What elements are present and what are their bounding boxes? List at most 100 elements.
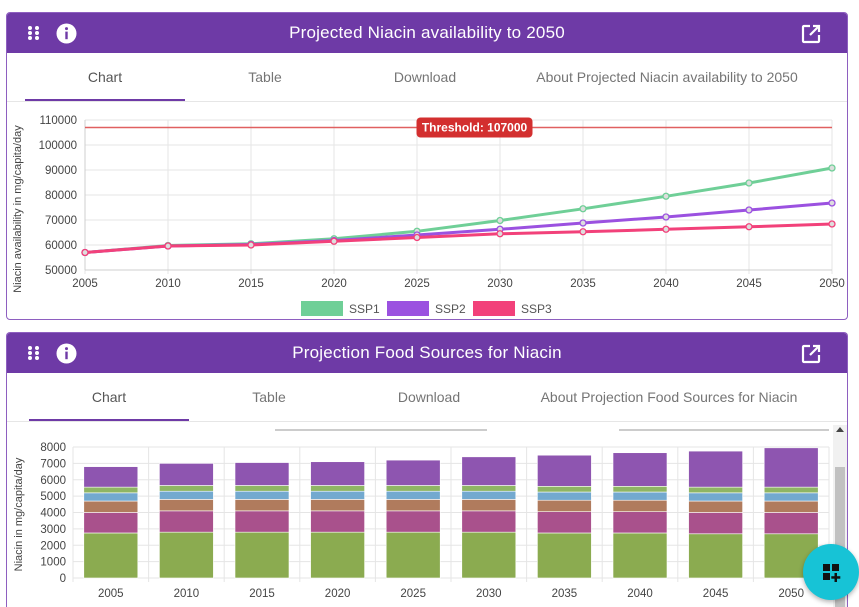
tab-download[interactable]: Download (397, 389, 461, 405)
data-point-ssp3 (745, 223, 753, 231)
bar-segment (234, 510, 290, 533)
bar-segment (385, 459, 441, 486)
add-widget-button[interactable] (803, 544, 859, 600)
tab-table[interactable]: Table (248, 69, 282, 85)
threshold-label-box (416, 117, 533, 138)
tab-about[interactable]: About Projected Niacin availability to 2… (536, 69, 798, 85)
bar-segment (83, 492, 139, 502)
bar-segment (159, 510, 214, 533)
bar-segment (159, 485, 214, 492)
data-point-ssp2 (579, 219, 587, 227)
bar-segment (612, 491, 668, 501)
bar-segment (612, 486, 668, 493)
drag-handle-icon[interactable] (27, 25, 41, 41)
x-tick-label: 2050 (819, 278, 845, 290)
data-point-ssp1 (662, 192, 670, 200)
bar-segment (83, 532, 139, 579)
data-point-ssp1 (579, 205, 587, 213)
x-tick-label: 2015 (249, 588, 275, 600)
panel-title: Projected Niacin availability to 2050 (289, 23, 565, 42)
legend-swatch-ssp2 (387, 301, 429, 316)
niacin-availability-panel: Projected Niacin availability to 2050 Ch… (6, 12, 848, 320)
info-icon[interactable] (56, 343, 77, 364)
tab-about[interactable]: About Projection Food Sources for Niacin (540, 389, 798, 405)
x-tick-label: 2005 (72, 278, 98, 290)
bar-segment (310, 531, 365, 579)
bar-segment (234, 485, 290, 492)
x-tick-label: 2015 (238, 278, 264, 290)
bar-segment (537, 454, 592, 487)
scroll-up-arrow[interactable] (836, 427, 844, 432)
bar-segment (159, 499, 214, 512)
bar-segment (763, 500, 819, 513)
niacin-stacked-bar-chart: 0 1000 2000 3000 4000 5000 6000 7000 8000 Niacin … (13, 429, 830, 600)
bar-segment (310, 490, 365, 500)
bar-segment (310, 510, 365, 533)
y-axis-title: Niacin in mg/capita/day (13, 457, 25, 571)
x-tick-label: 2025 (404, 278, 430, 290)
bar-segment (83, 486, 139, 494)
drag-handle-icon[interactable] (27, 345, 41, 361)
bar-segment (385, 510, 441, 533)
x-tick-label: 2040 (627, 588, 653, 600)
bar-segment (310, 499, 365, 512)
bar-segment (385, 531, 441, 579)
bar-segment (83, 512, 139, 534)
series-line-ssp1 (84, 166, 833, 254)
x-tick-label: 2005 (98, 588, 124, 600)
x-tick-label: 2025 (400, 588, 426, 600)
bar-segment (763, 486, 819, 494)
series-line-ssp3 (84, 222, 833, 254)
data-point-ssp3 (247, 241, 255, 249)
bar-segment (688, 500, 743, 513)
scrollbar-thumb[interactable] (835, 467, 845, 607)
y-tick-label: 2000 (40, 540, 66, 552)
y-tick-label: 110000 (39, 115, 77, 127)
data-point-ssp3 (413, 233, 421, 242)
y-tick-label: 8000 (40, 442, 66, 454)
bar-segment (461, 490, 517, 500)
panel-title: Projection Food Sources for Niacin (292, 343, 562, 362)
tab-download[interactable]: Download (393, 69, 457, 85)
active-tab-indicator (25, 99, 185, 101)
tab-chart[interactable]: Chart (87, 69, 123, 85)
x-tick-label: 2010 (155, 278, 181, 290)
bar-segment (537, 499, 592, 512)
open-in-new-icon[interactable] (800, 343, 822, 365)
bar-segment (234, 531, 290, 579)
legend-swatch-ssp1 (301, 301, 343, 316)
x-tick-label: 2030 (476, 588, 502, 600)
y-tick-label: 70000 (45, 215, 77, 227)
bar-segment (83, 466, 139, 488)
bar-segment (537, 532, 592, 579)
niacin-food-sources-panel: Projection Food Sources for Niacin Chart… (6, 332, 848, 607)
bar-segment (763, 492, 819, 502)
x-tick-label: 2030 (487, 278, 513, 290)
bar-segment (159, 531, 214, 579)
tab-table[interactable]: Table (252, 389, 286, 405)
bar-segment (159, 463, 214, 486)
bar-segment (763, 447, 819, 488)
x-tick-label: 2020 (325, 588, 351, 600)
data-point-ssp3 (330, 237, 338, 245)
y-tick-label: 5000 (40, 491, 66, 503)
bar-segment (763, 512, 819, 535)
y-tick-label: 60000 (45, 240, 77, 252)
bar-segment (537, 511, 592, 534)
tab-chart[interactable]: Chart (91, 389, 127, 405)
open-in-new-icon[interactable] (800, 23, 822, 45)
bar-segment (385, 485, 441, 492)
niacin-line-chart: 50000 60000 70000 80000 90000 100000 110000 200… (12, 115, 845, 316)
legend-label-ssp2: SSP2 (435, 302, 466, 316)
data-point-ssp3 (579, 228, 587, 236)
bar-segment (310, 461, 365, 486)
data-point-ssp3 (81, 248, 89, 257)
x-tick-label: 2050 (778, 588, 804, 600)
tab-bar: Chart Table Download About Projected Nia… (7, 53, 847, 102)
bar-segment (234, 490, 290, 500)
bar-segment (688, 450, 743, 488)
bar-segment (385, 490, 441, 500)
info-icon[interactable] (56, 23, 77, 44)
data-point-ssp3 (164, 242, 172, 250)
bar-segment (461, 510, 517, 533)
